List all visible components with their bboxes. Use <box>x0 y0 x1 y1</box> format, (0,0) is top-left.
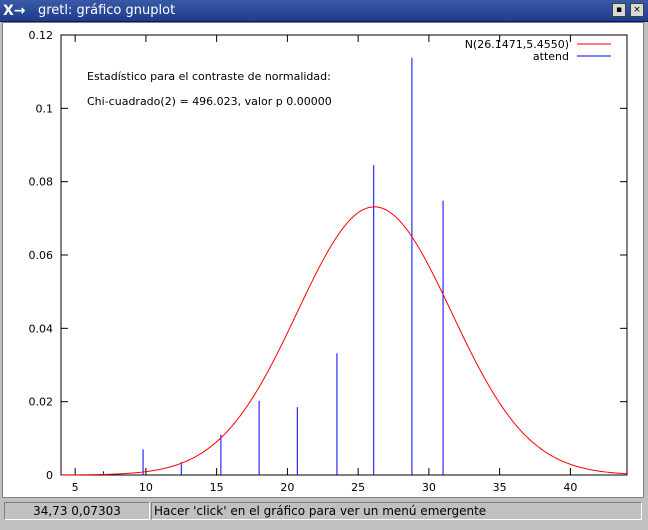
close-button[interactable]: × <box>630 3 644 17</box>
x-tick-label: 5 <box>72 481 79 494</box>
x-tick-label: 10 <box>139 481 153 494</box>
y-tick-label: 0.12 <box>29 29 54 42</box>
chart-svg[interactable]: 00.020.040.060.080.10.125 10 15 20 25 30 35 40 … <box>3 23 643 497</box>
minimize-button[interactable]: ▪ <box>612 3 626 17</box>
x-tick-label: 15 <box>210 481 224 494</box>
x-tick-label: 30 <box>422 481 436 494</box>
x-tick-label: 40 <box>563 481 577 494</box>
legend-label-attend: attend <box>533 50 569 63</box>
x-window-icon[interactable]: X→ <box>3 3 26 19</box>
close-icon: × <box>633 5 641 15</box>
legend-label-normal: N(26.1471,5.4550) <box>465 38 569 51</box>
y-tick-label: 0.1 <box>36 102 54 115</box>
gnuplot-graph[interactable]: 0 0.02 0.04 0.06 0.08 0.1 0.12 5 10 15 20 25 30 35 40 … <box>2 22 644 498</box>
normal-density-curve <box>60 206 628 476</box>
y-tick-label: 0.02 <box>29 396 54 409</box>
window-title: gretl: gráfico gnuplot <box>38 3 176 18</box>
y-tick-label: 0.08 <box>29 176 54 189</box>
cursor-coordinates: 34,73 0,07303 <box>4 502 150 520</box>
title-bar[interactable]: X→ gretl: gráfico gnuplot ▪ × <box>0 0 648 22</box>
y-tick-label: 0 <box>46 469 53 482</box>
status-message: Hacer 'click' en el gráfico para ver un … <box>151 502 642 520</box>
minimize-icon: ▪ <box>615 5 623 15</box>
chi-square-result: Chi-cuadrado(2) = 496.023, valor p 0.000… <box>87 95 332 108</box>
x-tick-label: 20 <box>280 481 294 494</box>
y-tick-label: 0.04 <box>29 322 54 335</box>
y-tick-label: 0.06 <box>29 249 54 262</box>
x-tick-label: 25 <box>351 481 365 494</box>
x-tick-label: 35 <box>493 481 507 494</box>
status-bar: 34,73 0,07303 Hacer 'click' en el gráfic… <box>0 499 648 530</box>
normality-test-title: Estadístico para el contraste de normali… <box>87 70 331 83</box>
